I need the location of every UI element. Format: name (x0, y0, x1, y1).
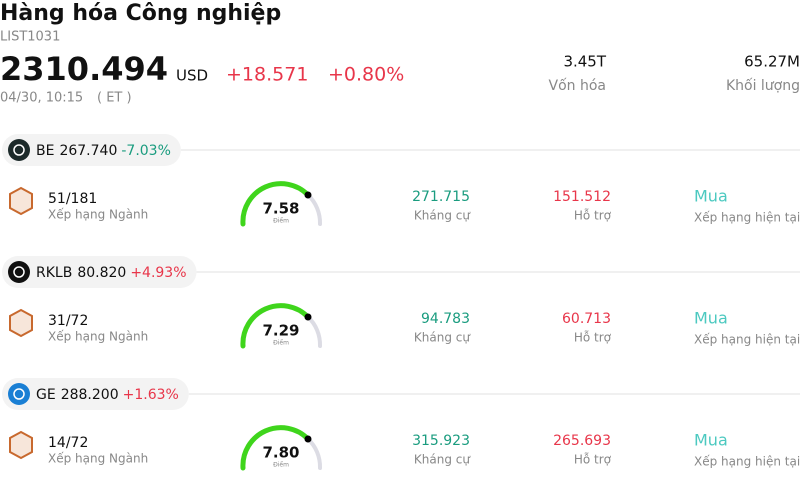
stat-label: Khối lượng (726, 77, 800, 94)
resistance-label: Kháng cự (414, 453, 471, 467)
ticker: RKLB (36, 265, 72, 281)
title: Hàng hóa Công nghiệp (0, 1, 281, 26)
resistance-label: Kháng cự (414, 209, 471, 223)
gauge-track (306, 193, 323, 226)
logo (8, 139, 30, 161)
stat-value: 65.27M (744, 53, 800, 71)
gauge-fill (240, 303, 311, 349)
gauge-dot (304, 313, 312, 321)
logo-mark (13, 388, 25, 400)
ticker-change: -7.03% (121, 143, 171, 159)
ticker-change: +4.93% (130, 265, 186, 281)
support: 60.713 (562, 311, 611, 327)
score: 7.80 (262, 444, 299, 462)
logo-mark (13, 144, 25, 156)
gauge-dot (304, 435, 312, 443)
stat-label: Vốn hóa (549, 77, 606, 94)
resistance-label: Kháng cự (414, 331, 471, 345)
rank: 14/72 (48, 435, 88, 451)
ticker: GE (36, 387, 56, 403)
score-label: Điểm (273, 462, 289, 469)
support: 151.512 (553, 189, 611, 205)
time: 04/30, 10:15 (0, 91, 83, 106)
support: 265.693 (553, 433, 611, 449)
change-pct: +0.80% (328, 64, 404, 86)
resistance: 94.783 (421, 311, 470, 327)
rank-icon (9, 308, 33, 338)
rank: 31/72 (48, 313, 88, 329)
currency: USD (176, 67, 208, 85)
rating-label: Xếp hạng hiện tại (694, 455, 800, 469)
rank: 51/181 (48, 191, 97, 207)
change: +18.571 (226, 64, 308, 86)
code: LIST1031 (0, 30, 60, 45)
ticker-pill[interactable] (2, 378, 189, 410)
logo-mark (13, 266, 25, 278)
ticker-price: 80.820 (77, 265, 126, 281)
gauge-dot (304, 191, 312, 199)
ticker: BE (36, 143, 54, 159)
rating: Mua (694, 309, 728, 328)
ticker-price: 288.200 (61, 387, 119, 403)
timezone: ( ET ) (97, 91, 132, 106)
gauge-fill (240, 425, 311, 471)
ticker-pill[interactable] (2, 256, 197, 288)
score: 7.58 (262, 200, 299, 218)
logo (8, 261, 30, 283)
ticker-price: 267.740 (59, 143, 117, 159)
support-label: Hỗ trợ (574, 453, 612, 467)
score-label: Điểm (273, 218, 289, 225)
gauge-track (306, 437, 323, 470)
rating-label: Xếp hạng hiện tại (694, 333, 800, 347)
rank-label: Xếp hạng Ngành (48, 208, 148, 222)
gauge-track (306, 315, 323, 348)
ticker-change: +1.63% (123, 387, 179, 403)
support-label: Hỗ trợ (574, 331, 612, 345)
rank-icon (9, 186, 33, 216)
rating: Mua (694, 187, 728, 206)
score: 7.29 (262, 322, 299, 340)
rating: Mua (694, 431, 728, 450)
gauge-fill (240, 181, 311, 227)
rank-label: Xếp hạng Ngành (48, 452, 148, 466)
support-label: Hỗ trợ (574, 209, 612, 223)
rank-label: Xếp hạng Ngành (48, 330, 148, 344)
score-label: Điểm (273, 340, 289, 347)
resistance: 315.923 (412, 433, 470, 449)
rating-label: Xếp hạng hiện tại (694, 211, 800, 225)
ticker-pill[interactable] (2, 134, 181, 166)
logo (8, 383, 30, 405)
resistance: 271.715 (412, 189, 470, 205)
stat-value: 3.45T (563, 53, 606, 71)
price: 2310.494 (0, 50, 168, 88)
rank-icon (9, 430, 33, 460)
